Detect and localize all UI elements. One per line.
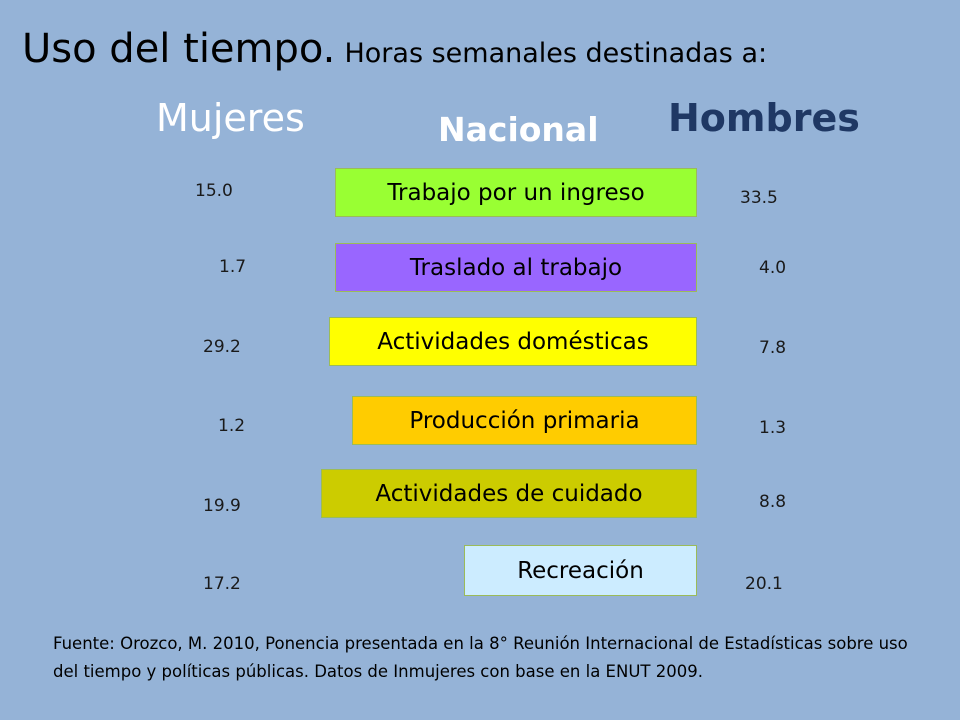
hombres-value: 7.8 (759, 338, 787, 358)
hombres-value: 33.5 (740, 188, 778, 208)
hombres-value: 20.1 (745, 574, 783, 594)
mujeres-value: 19.9 (203, 496, 241, 516)
header-nacional: Nacional (438, 110, 599, 149)
activity-box-traslado: Traslado al trabajo (335, 243, 697, 292)
activity-box-trabajo: Trabajo por un ingreso (335, 168, 697, 217)
activity-label: Producción primaria (409, 407, 640, 434)
activity-label: Trabajo por un ingreso (387, 179, 645, 206)
slide-title: Uso del tiempo. Horas semanales destinad… (22, 26, 767, 72)
mujeres-value: 1.7 (219, 257, 247, 277)
mujeres-value: 29.2 (203, 337, 241, 357)
activity-box-produccion: Producción primaria (352, 396, 697, 445)
mujeres-value: 1.2 (218, 416, 246, 436)
hombres-value: 4.0 (759, 258, 787, 278)
source-note: Fuente: Orozco, M. 2010, Ponencia presen… (53, 634, 908, 681)
header-mujeres: Mujeres (156, 96, 305, 140)
activity-label: Traslado al trabajo (409, 254, 623, 281)
activity-box-domesticas: Actividades domésticas (329, 317, 697, 366)
title-subtitle: Horas semanales destinadas a: (344, 38, 768, 69)
mujeres-value: 17.2 (203, 574, 241, 594)
activity-box-cuidado: Actividades de cuidado (321, 469, 697, 518)
activity-label: Actividades domésticas (377, 328, 649, 355)
hombres-value: 8.8 (759, 492, 787, 512)
activity-label: Actividades de cuidado (375, 480, 643, 507)
header-hombres: Hombres (668, 96, 860, 140)
activity-box-recreacion: Recreación (464, 545, 697, 596)
activity-label: Recreación (517, 557, 644, 584)
title-main: Uso del tiempo. (22, 26, 336, 72)
mujeres-value: 15.0 (195, 181, 233, 201)
hombres-value: 1.3 (759, 418, 787, 438)
